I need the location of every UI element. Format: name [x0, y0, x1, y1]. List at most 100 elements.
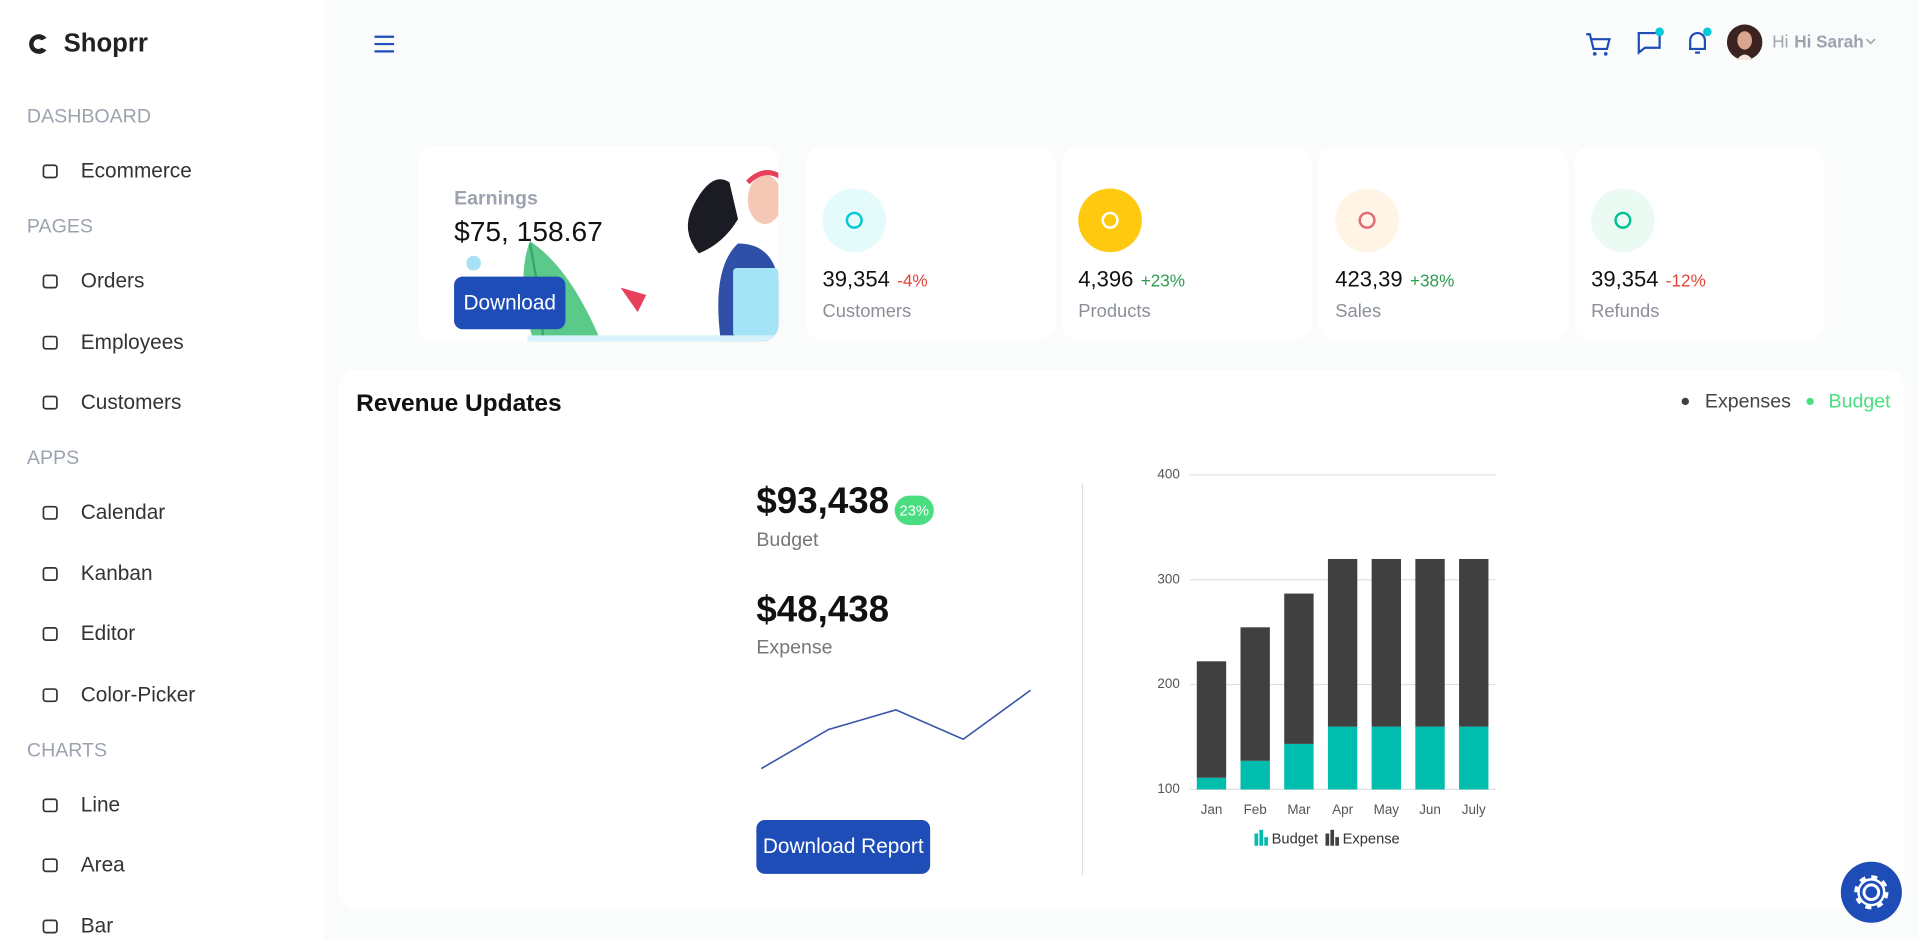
section-title: DASHBOARD: [26, 106, 151, 128]
brand-name: Shoprr: [63, 29, 148, 58]
budget-label: Budget: [756, 529, 819, 551]
stat-amount: 39,354 -4%: [822, 267, 927, 293]
nav-label: Line: [80, 792, 121, 816]
nav-icon: [42, 274, 58, 289]
stat-amount: 39,354 -12%: [1591, 267, 1706, 293]
nav-icon-shape: [42, 687, 58, 702]
user-greeting: Hi: [1772, 31, 1789, 52]
stat-value: 4,396: [1078, 266, 1134, 292]
earnings-label: Earnings: [454, 188, 538, 210]
stat-title: Products: [1078, 301, 1151, 322]
nav-item[interactable]: Employees: [27, 318, 308, 367]
nav-icon: [42, 505, 58, 520]
stat-icon-shape: [1358, 211, 1376, 229]
stat-card: 39,354 -4% Customers: [805, 146, 1057, 341]
stat-value: 423,39: [1335, 266, 1403, 292]
nav-item[interactable]: Color-Picker: [27, 670, 308, 719]
stat-card: 423,39 +38% Sales: [1318, 146, 1570, 341]
nav-item[interactable]: Orders: [27, 257, 308, 306]
section-title: PAGES: [26, 216, 93, 238]
stat-icon[interactable]: [1591, 188, 1655, 253]
avatar[interactable]: [1726, 24, 1763, 60]
stat-title: Refunds: [1591, 301, 1660, 322]
nav-icon: [42, 858, 58, 873]
nav-label: Color-Picker: [80, 682, 196, 706]
legend-dot: [1806, 397, 1814, 406]
cart-icon[interactable]: [1584, 29, 1613, 58]
stat-card: 39,354 -12% Refunds: [1573, 146, 1825, 341]
stat-icon[interactable]: [822, 188, 887, 253]
nav-item[interactable]: Ecommerce: [27, 147, 308, 196]
nav-icon-shape: [42, 505, 58, 520]
legend-expenses[interactable]: Expenses: [1704, 391, 1791, 413]
nav-icon: [42, 335, 58, 350]
section-title: CHARTS: [26, 739, 108, 761]
nav-label: Bar: [80, 913, 114, 937]
revenue-card: Revenue Updates Expenses Budget $93,438 …: [339, 369, 1905, 910]
divider: [1081, 483, 1084, 876]
settings-button[interactable]: [1840, 861, 1902, 923]
nav-item[interactable]: Calendar: [27, 488, 308, 537]
nav-icon-shape: [42, 164, 58, 179]
user-name[interactable]: Hi Sarah: [1794, 31, 1864, 52]
stat-icon[interactable]: [1078, 188, 1142, 253]
chat-icon[interactable]: [1634, 27, 1666, 59]
nav-item[interactable]: Line: [27, 780, 308, 829]
section-title: APPS: [26, 447, 80, 469]
user-dropdown[interactable]: [1865, 37, 1876, 47]
budget-badge: 23%: [894, 495, 934, 526]
stat-icon[interactable]: [1335, 188, 1399, 253]
nav-label: Kanban: [80, 561, 153, 585]
nav-icon: [42, 164, 58, 179]
expense-amount: $48,438: [756, 589, 890, 631]
stat-icon-shape: [1101, 211, 1119, 229]
earnings-card: Earnings $75, 158.67 Download: [417, 145, 779, 342]
stat-value: 39,354: [822, 266, 890, 292]
nav-item[interactable]: Kanban: [27, 549, 308, 598]
download-report-button[interactable]: Download Report: [756, 820, 931, 874]
nav-icon: [42, 918, 58, 933]
notification-icon[interactable]: [1683, 27, 1715, 59]
nav-label: Editor: [80, 621, 136, 645]
nav-label: Employees: [80, 329, 184, 354]
stat-icon-glyph: [1614, 211, 1632, 229]
nav-label: Orders: [80, 269, 145, 293]
stat-title: Sales: [1335, 301, 1382, 322]
stat-amount: 423,39 +38%: [1335, 267, 1454, 293]
nav-label: Calendar: [80, 500, 166, 524]
stat-change: +23%: [1140, 270, 1186, 291]
stat-icon-glyph: [1358, 211, 1376, 229]
stat-change: -12%: [1665, 270, 1706, 291]
nav-icon: [42, 395, 58, 410]
nav-item[interactable]: Area: [27, 841, 308, 890]
download-button[interactable]: Download: [454, 276, 566, 330]
nav-item[interactable]: Editor: [27, 610, 308, 659]
expense-label: Expense: [756, 637, 833, 659]
nav-label: Ecommerce: [80, 159, 192, 183]
brand-logo: [29, 34, 47, 54]
stat-card: 4,396 +23% Products: [1061, 146, 1313, 341]
stat-change: -4%: [897, 270, 928, 291]
stat-value: 39,354: [1591, 266, 1659, 292]
nav-icon-shape: [42, 918, 58, 933]
stat-icon-shape: [1614, 211, 1632, 229]
sidebar: Shoprr DASHBOARD Ecommerce PAGES Orders Empl…: [0, 0, 325, 940]
stat-amount: 4,396 +23%: [1078, 267, 1185, 293]
menu-toggle[interactable]: [373, 33, 395, 55]
nav-item[interactable]: Bar: [27, 901, 308, 940]
stat-icon-glyph: [1101, 211, 1119, 229]
nav-item[interactable]: Customers: [27, 378, 308, 427]
stat-icon-glyph: [845, 211, 863, 229]
stat-title: Customers: [822, 301, 912, 322]
nav-icon: [42, 797, 58, 812]
legend-dot: [1681, 397, 1689, 406]
budget-amount: $93,438: [756, 480, 890, 522]
nav-icon-shape: [42, 395, 58, 410]
nav-label: Area: [80, 853, 125, 877]
nav-icon-shape: [42, 797, 58, 812]
earnings-amount: $75, 158.67: [454, 215, 603, 248]
legend-budget[interactable]: Budget: [1828, 391, 1891, 413]
nav-icon-shape: [42, 627, 58, 641]
stat-icon-shape: [845, 211, 863, 229]
